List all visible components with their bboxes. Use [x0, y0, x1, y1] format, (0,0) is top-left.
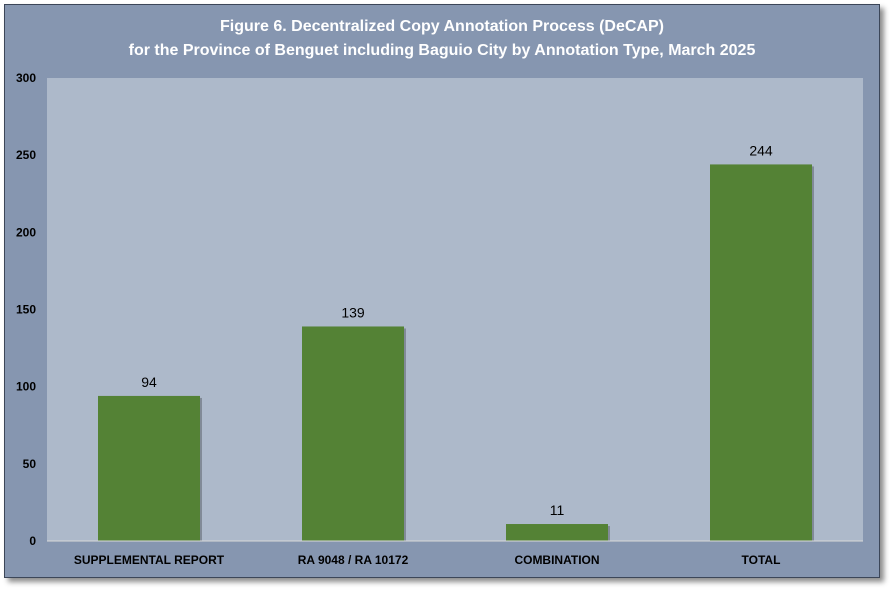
category-label: RA 9048 / RA 10172	[298, 553, 409, 567]
chart-title: Figure 6. Decentralized Copy Annotation …	[220, 18, 664, 35]
data-label: 11	[550, 502, 565, 518]
chart-subtitle: for the Province of Benguet including Ba…	[128, 42, 756, 59]
y-tick-label: 150	[16, 303, 36, 317]
y-tick-label: 50	[23, 457, 37, 471]
chart-title-block: Figure 6. Decentralized Copy Annotation …	[5, 15, 879, 63]
y-tick-label: 200	[16, 225, 36, 239]
category-label: TOTAL	[742, 553, 781, 567]
category-label: COMBINATION	[514, 553, 599, 567]
y-tick-label: 250	[16, 148, 36, 162]
y-tick-label: 100	[16, 380, 36, 394]
bar	[98, 395, 200, 541]
category-label: SUPPLEMENTAL REPORT	[74, 553, 225, 567]
data-label: 94	[141, 374, 157, 390]
bar	[506, 524, 608, 541]
data-label: 139	[341, 304, 365, 320]
bar	[710, 164, 812, 541]
y-tick-label: 0	[29, 534, 36, 548]
y-tick-label: 300	[16, 71, 36, 85]
bar	[302, 326, 404, 541]
data-label: 244	[749, 142, 773, 158]
